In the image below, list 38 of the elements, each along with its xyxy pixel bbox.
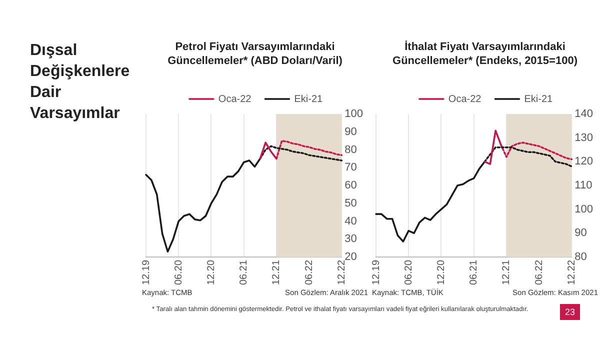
y-tick-label: 40 <box>344 215 357 228</box>
y-tick-label: 100 <box>574 203 594 216</box>
x-tick-label: 12.20 <box>206 260 217 286</box>
legend-label: Eki-21 <box>294 94 324 105</box>
legend-label: Oca-22 <box>218 94 252 105</box>
y-tick-label: 30 <box>344 233 357 246</box>
legend-label: Eki-21 <box>524 94 554 105</box>
y-tick-label: 140 <box>574 108 594 120</box>
y-tick-label: 80 <box>574 251 587 264</box>
x-tick-label: 12.22 <box>566 260 578 286</box>
x-tick-label: 06.21 <box>468 260 480 286</box>
y-tick-label: 90 <box>344 126 357 138</box>
x-tick-label: 12.21 <box>501 260 512 286</box>
y-tick-label: 70 <box>344 162 357 174</box>
x-tick-label: 06.20 <box>173 260 184 286</box>
y-tick-label: 110 <box>574 180 592 192</box>
x-tick-label: 06.22 <box>304 260 315 286</box>
y-tick-label: 20 <box>344 251 357 264</box>
x-tick-label: 12.19 <box>140 260 152 286</box>
chart-title: Petrol Fiyatı Varsayımlarındaki Güncellemeler* (ABD Doları/Varil) <box>166 40 344 68</box>
text: 23 <box>560 304 580 320</box>
y-tick-label: 100 <box>344 108 364 120</box>
x-tick-label: 06.21 <box>238 260 250 286</box>
y-tick-label: 90 <box>574 227 587 240</box>
x-tick-label: 12.22 <box>336 260 348 286</box>
y-tick-label: 60 <box>344 180 357 192</box>
x-tick-label: 12.20 <box>436 260 447 286</box>
x-tick-label: 06.22 <box>534 260 545 286</box>
y-tick-label: 50 <box>344 197 357 210</box>
y-tick-label: 120 <box>574 156 594 168</box>
text: Dışsal Değişkenlere Dair Varsayımlar <box>30 41 131 124</box>
y-tick-label: 130 <box>574 132 594 144</box>
x-tick-label: 06.20 <box>403 260 414 286</box>
legend-label: Oca-22 <box>448 94 482 105</box>
chart-title: İthalat Fiyatı Varsayımlarındaki Güncellemeler* (Endeks, 2015=100) <box>392 40 578 68</box>
x-tick-label: 12.19 <box>370 260 382 286</box>
x-tick-label: 12.21 <box>271 260 282 286</box>
y-tick-label: 80 <box>344 144 357 156</box>
